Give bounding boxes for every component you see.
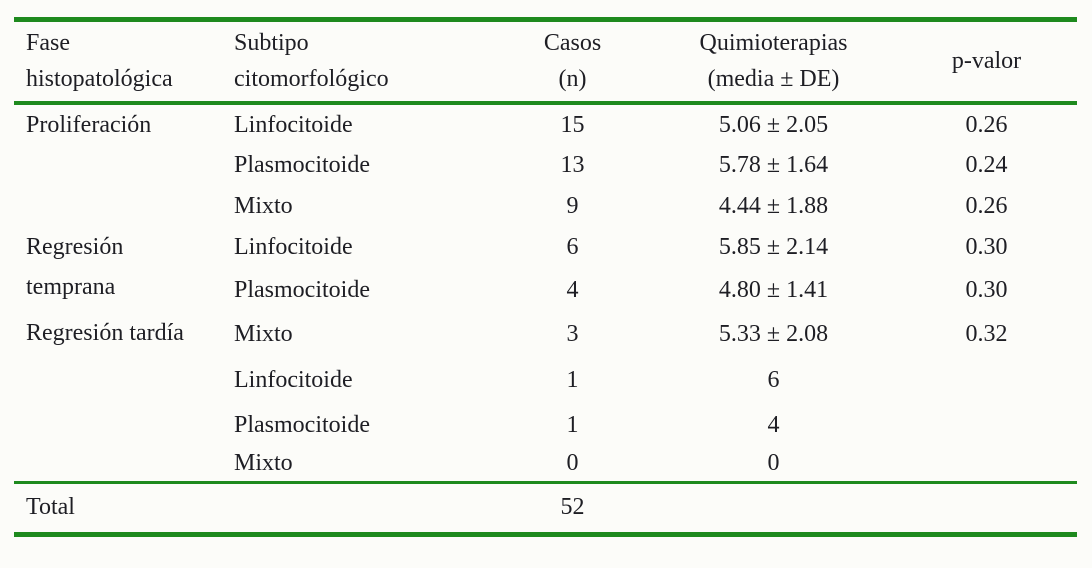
cell-fase: Proliferación	[14, 103, 226, 227]
cell-subtipo: Linfocitoide	[234, 366, 353, 393]
cell-quimioterapias: 5.33 ± 2.08	[718, 321, 829, 347]
header-row: Fase histopatológica Subtipo citomorfoló…	[14, 20, 1077, 104]
table-row: Mixto 9 4.44 ± 1.88 0.26	[14, 185, 1077, 227]
cell-total-quimioterapias	[651, 482, 896, 534]
cell-p-valor: 0.32	[965, 321, 1008, 347]
table-header: Fase histopatológica Subtipo citomorfoló…	[14, 20, 1077, 104]
header-line: Casos	[543, 30, 602, 56]
cell-subtipo: Mixto	[234, 321, 293, 347]
table-row: Regresión temprana Linfocitoide 6 5.85 ±…	[14, 227, 1077, 301]
header-line: citomorfológico	[234, 66, 389, 92]
cell-casos: 1	[566, 411, 579, 438]
cell-p-valor: 0.30	[965, 233, 1008, 260]
column-header-fase-histopatologica: Fase histopatológica	[14, 20, 226, 104]
cell-quimioterapias: 4.44 ± 1.88	[718, 192, 829, 219]
table-row: Regresión tardía Mixto 3 5.33 ± 2.08 0.3…	[14, 313, 1077, 356]
cell-quimioterapias: 5.78 ± 1.64	[718, 151, 829, 178]
header-line: (media ± DE)	[707, 66, 840, 92]
column-header-quimioterapias: Quimioterapias (media ± DE)	[651, 20, 896, 104]
cell-subtipo: Plasmocitoide	[234, 411, 370, 438]
cell-subtipo: Plasmocitoide	[234, 276, 370, 303]
cell-p-valor: 0.26	[965, 192, 1008, 219]
cell-subtipo: Mixto	[234, 449, 293, 476]
cell-p-valor	[896, 356, 1077, 404]
table-row: Proliferación Linfocitoide 15 5.06 ± 2.0…	[14, 103, 1077, 145]
phase-label: Regresión temprana	[26, 234, 124, 300]
cell-casos: 3	[566, 321, 579, 347]
results-table: Fase histopatológica Subtipo citomorfoló…	[14, 17, 1077, 537]
cell-quimioterapias: 4	[767, 411, 780, 438]
column-header-subtipo-citomorfologico: Subtipo citomorfológico	[226, 20, 494, 104]
table-row: Linfocitoide 1 6	[14, 356, 1077, 404]
total-row: Total 52	[14, 482, 1077, 534]
table-row: Plasmocitoide 1 4	[14, 404, 1077, 446]
cell-total-label: Total	[26, 494, 75, 520]
cell-quimioterapias: 0	[767, 449, 780, 476]
table-row: Mixto 0 0	[14, 446, 1077, 482]
cell-casos: 0	[566, 449, 579, 476]
phase-label: Regresión tardía	[26, 320, 184, 346]
cell-casos: 13	[560, 151, 585, 178]
cell-subtipo: Linfocitoide	[234, 233, 353, 260]
header-line: p-valor	[951, 48, 1022, 74]
cell-casos: 4	[566, 276, 579, 303]
cell-casos: 6	[566, 233, 579, 260]
cell-fase: Regresión temprana	[14, 227, 226, 313]
cell-quimioterapias: 5.06 ± 2.05	[718, 111, 829, 138]
cell-quimioterapias: 6	[767, 366, 780, 393]
header-line: Quimioterapias	[699, 30, 848, 56]
table-container: Fase histopatológica Subtipo citomorfoló…	[14, 17, 1077, 537]
cell-p-valor: 0.24	[965, 151, 1008, 178]
cell-subtipo: Mixto	[234, 192, 293, 219]
table-row: Plasmocitoide 4 4.80 ± 1.41 0.30	[14, 267, 1077, 313]
cell-total-p-valor	[896, 482, 1077, 534]
header-line: Fase	[26, 30, 70, 56]
header-line: histopatológica	[26, 66, 173, 92]
cell-p-valor: 0.30	[965, 276, 1008, 303]
column-header-casos: Casos (n)	[494, 20, 651, 104]
cell-quimioterapias: 4.80 ± 1.41	[718, 276, 829, 303]
phase-label: Proliferación	[26, 112, 152, 138]
cell-quimioterapias: 5.85 ± 2.14	[718, 233, 829, 260]
cell-p-valor: 0.26	[965, 111, 1008, 138]
table-body: Proliferación Linfocitoide 15 5.06 ± 2.0…	[14, 103, 1077, 534]
header-line: (n)	[558, 66, 587, 92]
cell-p-valor	[896, 404, 1077, 446]
cell-fase: Regresión tardía	[14, 313, 226, 482]
header-line: Subtipo	[234, 30, 309, 56]
cell-p-valor	[896, 446, 1077, 482]
cell-casos: 9	[566, 192, 579, 219]
column-header-p-valor: p-valor	[896, 20, 1077, 104]
cell-subtipo: Plasmocitoide	[234, 151, 370, 178]
cell-casos: 15	[560, 111, 585, 138]
cell-casos: 1	[566, 366, 579, 393]
cell-total-casos: 52	[560, 494, 585, 520]
table-row: Plasmocitoide 13 5.78 ± 1.64 0.24	[14, 145, 1077, 185]
cell-subtipo: Linfocitoide	[234, 111, 353, 138]
